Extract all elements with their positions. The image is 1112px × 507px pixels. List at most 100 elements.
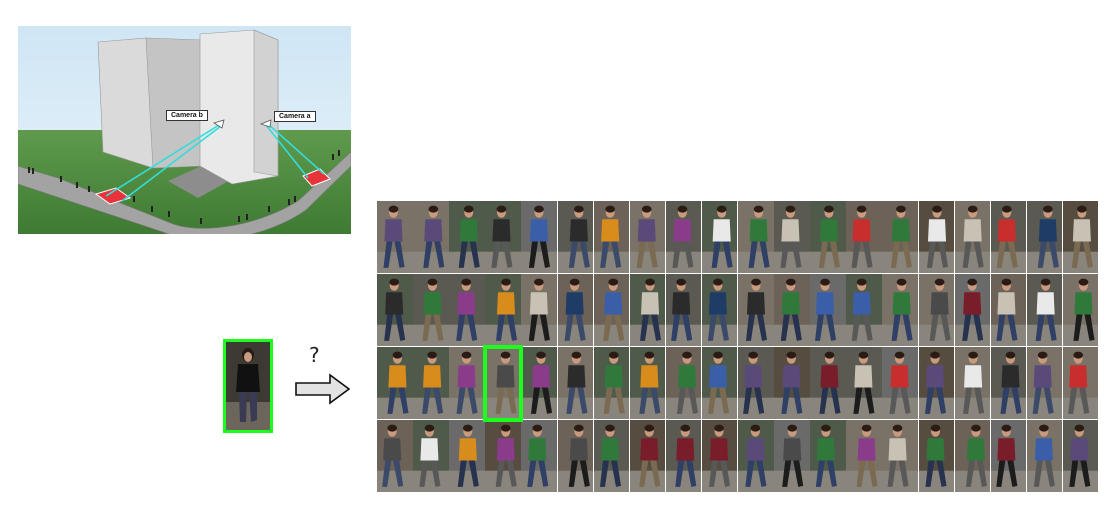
gallery-person-image: [954, 274, 991, 346]
matched-person-highlight: [483, 345, 524, 422]
gallery-person-image: [918, 420, 955, 492]
query-person-image: [223, 339, 273, 433]
gallery-person-image: [810, 274, 846, 346]
gallery-person-image: [810, 420, 846, 492]
gallery-person-image: [738, 420, 774, 492]
camera-a-label: Camera a: [274, 111, 316, 122]
camera-b-label: Camera b: [166, 110, 208, 121]
gallery-person-image: [882, 347, 918, 419]
gallery-person-image: [774, 347, 810, 419]
gallery-person-image: [1026, 347, 1063, 419]
gallery-person-image: [485, 347, 521, 419]
camera-a-sight-line: [265, 124, 309, 179]
gallery-person-image: [1062, 274, 1099, 346]
gallery-person-image: [810, 201, 846, 273]
gallery-person-image: [377, 274, 413, 346]
gallery-person-image: [413, 201, 449, 273]
road: [18, 151, 351, 234]
gallery-person-image: [413, 347, 449, 419]
gallery-person-image: [521, 347, 557, 419]
question-mark: ?: [309, 343, 320, 367]
gallery-person-image: [701, 274, 738, 346]
gallery-person-image: [557, 420, 594, 492]
gallery-person-image: [990, 347, 1027, 419]
gallery-person-image: [629, 201, 666, 273]
gallery-person-image: [810, 347, 846, 419]
gallery-person-image: [521, 201, 557, 273]
gallery-person-image: [557, 201, 594, 273]
gallery-person-image: [882, 420, 918, 492]
right-arrow-icon: [295, 373, 351, 405]
gallery-person-image: [954, 201, 991, 273]
gallery-person-image: [918, 201, 955, 273]
gallery-person-image: [413, 274, 449, 346]
gallery-person-image: [846, 420, 882, 492]
gallery-person-image: [485, 274, 521, 346]
pedestrians: [28, 150, 340, 224]
building-left-face: [97, 37, 154, 169]
gallery-person-image: [413, 420, 449, 492]
gallery-person-image: [449, 274, 485, 346]
gallery-person-image: [629, 274, 666, 346]
gallery-person-image: [521, 420, 557, 492]
gallery-person-image: [521, 274, 557, 346]
gallery-person-image: [701, 201, 738, 273]
gallery-person-image: [485, 201, 521, 273]
gallery-person-image: [449, 201, 485, 273]
gallery-person-image: [774, 420, 810, 492]
gallery-person-image: [593, 420, 630, 492]
gallery-person-image: [701, 420, 738, 492]
query-person-photo: [226, 342, 270, 430]
camera-a-icon: [259, 119, 272, 128]
gallery-person-image: [1026, 274, 1063, 346]
gallery-person-image: [1026, 201, 1063, 273]
camera-network-scene: Camera b Camera a: [18, 26, 351, 234]
gallery-person-image: [377, 201, 413, 273]
gallery-person-image: [990, 201, 1027, 273]
gallery-person-image: [665, 201, 702, 273]
gallery-person-image: [1062, 420, 1099, 492]
gallery-person-image: [846, 274, 882, 346]
gallery-person-image: [738, 201, 774, 273]
gallery-person-image: [665, 274, 702, 346]
gallery-person-image: [1062, 347, 1099, 419]
gallery-person-image: [954, 420, 991, 492]
gallery-person-image: [1062, 201, 1099, 273]
gallery-person-image: [629, 347, 666, 419]
camera-b-icon: [213, 119, 225, 129]
gallery-person-image: [377, 420, 413, 492]
camera-b-sight-line: [105, 124, 220, 197]
gallery-person-image: [846, 201, 882, 273]
gallery-person-image: [882, 201, 918, 273]
gallery-person-image: [593, 201, 630, 273]
gallery-person-image: [774, 274, 810, 346]
gallery-person-image: [377, 347, 413, 419]
gallery-person-image: [918, 347, 955, 419]
gallery-grid: [377, 201, 1099, 493]
gallery-person-image: [557, 274, 594, 346]
gallery-person-image: [593, 347, 630, 419]
gallery-person-image: [738, 347, 774, 419]
gallery-person-image: [665, 420, 702, 492]
camera-b-zone: [94, 187, 132, 205]
gallery-person-image: [1026, 420, 1063, 492]
gallery-person-image: [629, 420, 666, 492]
gallery-person-image: [449, 420, 485, 492]
gallery-person-image: [665, 347, 702, 419]
gallery-person-image: [738, 274, 774, 346]
gallery-person-image: [990, 274, 1027, 346]
gallery-person-image: [557, 347, 594, 419]
gallery-person-image: [882, 274, 918, 346]
gallery-person-image: [774, 201, 810, 273]
gallery-person-image: [449, 347, 485, 419]
building-right-side: [253, 29, 279, 177]
gallery-person-image: [485, 420, 521, 492]
gallery-person-image: [954, 347, 991, 419]
gallery-person-image: [990, 420, 1027, 492]
gallery-person-image: [918, 274, 955, 346]
building-left-side: [145, 37, 204, 169]
scene-illustration: [18, 26, 351, 234]
gallery-person-image: [846, 347, 882, 419]
gallery-person-image: [593, 274, 630, 346]
gallery-person-image: [701, 347, 738, 419]
